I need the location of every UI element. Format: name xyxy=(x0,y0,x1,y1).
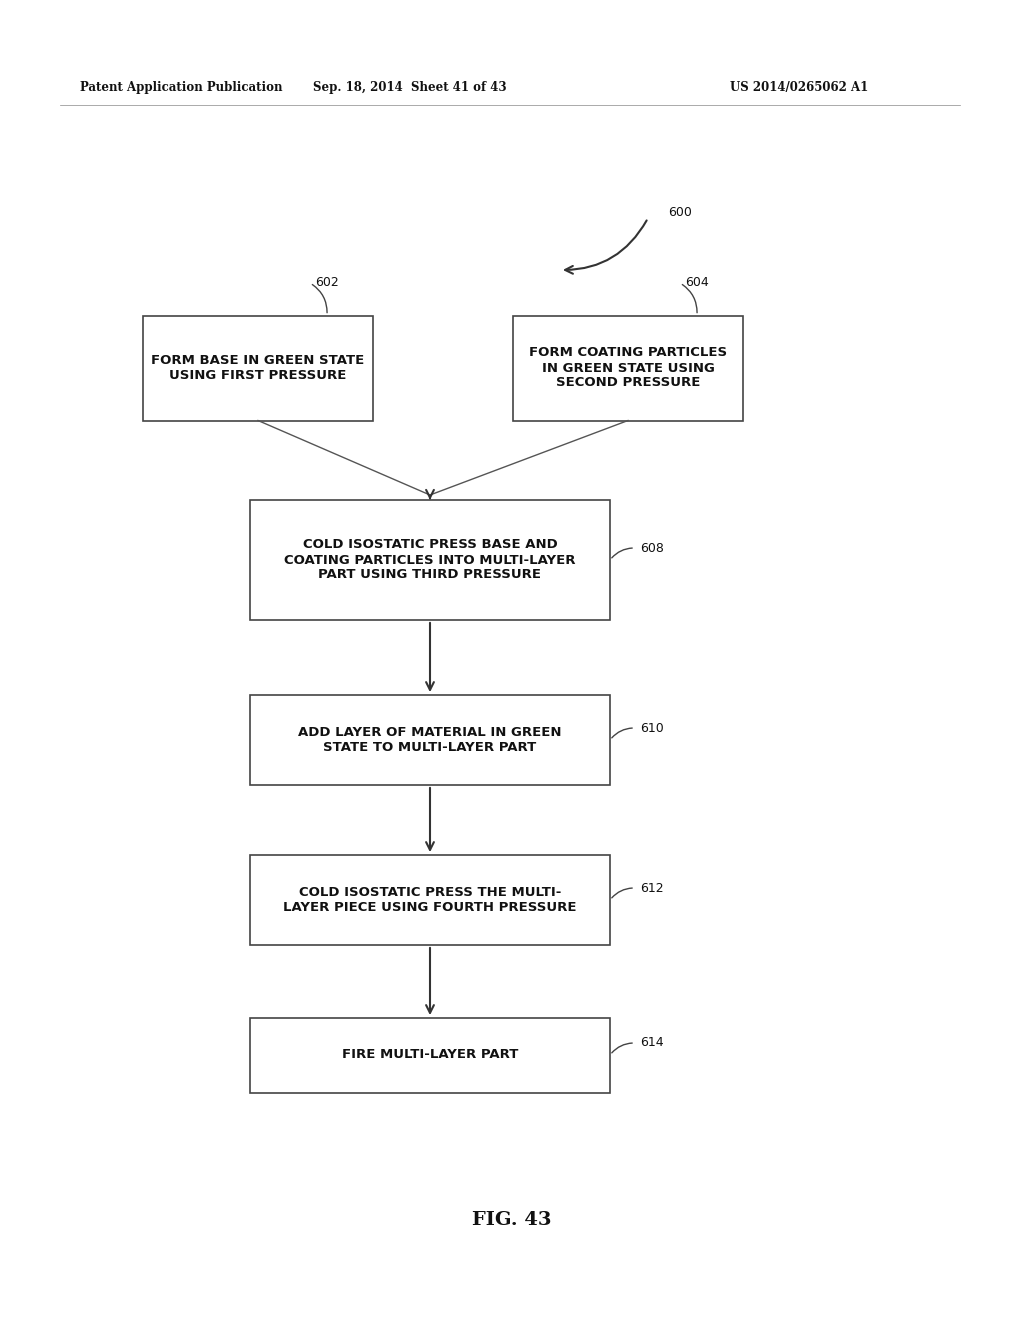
Bar xyxy=(250,855,610,945)
Text: FIRE MULTI-LAYER PART: FIRE MULTI-LAYER PART xyxy=(342,1048,518,1061)
Text: 602: 602 xyxy=(315,276,339,289)
Text: COLD ISOSTATIC PRESS THE MULTI-
LAYER PIECE USING FOURTH PRESSURE: COLD ISOSTATIC PRESS THE MULTI- LAYER PI… xyxy=(284,886,577,913)
Bar xyxy=(513,315,743,421)
Text: 610: 610 xyxy=(640,722,664,734)
Text: 608: 608 xyxy=(640,541,664,554)
Bar xyxy=(250,500,610,620)
Bar xyxy=(143,315,373,421)
Text: FIG. 43: FIG. 43 xyxy=(472,1210,552,1229)
Text: US 2014/0265062 A1: US 2014/0265062 A1 xyxy=(730,81,868,94)
Text: 600: 600 xyxy=(668,206,692,219)
Bar xyxy=(250,696,610,785)
Bar xyxy=(250,1018,610,1093)
Text: Sep. 18, 2014  Sheet 41 of 43: Sep. 18, 2014 Sheet 41 of 43 xyxy=(313,81,507,94)
Text: 604: 604 xyxy=(685,276,709,289)
Text: 612: 612 xyxy=(640,882,664,895)
Text: FORM COATING PARTICLES
IN GREEN STATE USING
SECOND PRESSURE: FORM COATING PARTICLES IN GREEN STATE US… xyxy=(529,346,727,389)
Text: 614: 614 xyxy=(640,1036,664,1049)
Text: COLD ISOSTATIC PRESS BASE AND
COATING PARTICLES INTO MULTI-LAYER
PART USING THIR: COLD ISOSTATIC PRESS BASE AND COATING PA… xyxy=(285,539,575,582)
Text: FORM BASE IN GREEN STATE
USING FIRST PRESSURE: FORM BASE IN GREEN STATE USING FIRST PRE… xyxy=(152,354,365,381)
Text: Patent Application Publication: Patent Application Publication xyxy=(80,81,283,94)
Text: ADD LAYER OF MATERIAL IN GREEN
STATE TO MULTI-LAYER PART: ADD LAYER OF MATERIAL IN GREEN STATE TO … xyxy=(298,726,562,754)
